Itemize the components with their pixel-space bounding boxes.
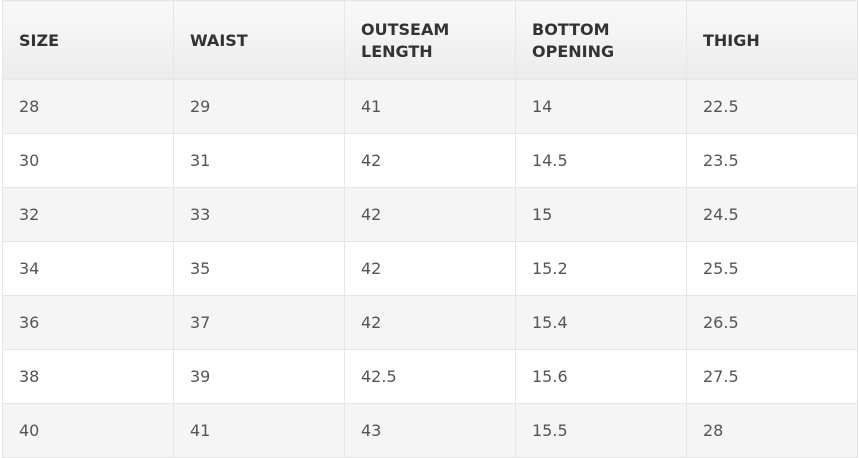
header-label: THIGH	[703, 31, 760, 50]
table-cell: 42	[344, 187, 516, 242]
table-cell: 15.4	[515, 295, 687, 350]
header-cell: SIZE	[2, 0, 174, 80]
table-cell: 28	[686, 403, 858, 458]
header-label: SIZE	[19, 31, 60, 50]
table-cell: 41	[344, 79, 516, 134]
header-cell: OUTSEAM LENGTH	[344, 0, 516, 80]
table-cell: 39	[173, 349, 345, 404]
table-cell: 36	[2, 295, 174, 350]
table-cell: 41	[173, 403, 345, 458]
table-cell: 14.5	[515, 133, 687, 188]
table-cell: 15.2	[515, 241, 687, 296]
table-cell: 14	[515, 79, 687, 134]
table-cell: 24.5	[686, 187, 858, 242]
table-cell: 42	[344, 241, 516, 296]
header-label: WAIST	[190, 31, 248, 50]
header-cell: BOTTOM OPENING	[515, 0, 687, 80]
table-cell: 42	[344, 133, 516, 188]
table-cell: 42	[344, 295, 516, 350]
table-cell: 40	[2, 403, 174, 458]
table-row: 38 39 42.5 15.6 27.5	[2, 349, 858, 404]
table-row: 30 31 42 14.5 23.5	[2, 133, 858, 188]
table-header: SIZE WAIST OUTSEAM LENGTH BOTTOM OPENING THI…	[2, 0, 858, 80]
header-label: OUTSEAM LENGTH	[361, 20, 450, 61]
table-cell: 25.5	[686, 241, 858, 296]
table-cell: 23.5	[686, 133, 858, 188]
table-row: 36 37 42 15.4 26.5	[2, 295, 858, 350]
table-cell: 27.5	[686, 349, 858, 404]
table-cell: 35	[173, 241, 345, 296]
table-cell: 29	[173, 79, 345, 134]
table-cell: 31	[173, 133, 345, 188]
header-row: SIZE WAIST OUTSEAM LENGTH BOTTOM OPENING THI…	[2, 0, 858, 80]
table-row: 40 41 43 15.5 28	[2, 403, 858, 458]
table-row: 34 35 42 15.2 25.5	[2, 241, 858, 296]
table-row: 32 33 42 15 24.5	[2, 187, 858, 242]
table-cell: 38	[2, 349, 174, 404]
table-cell: 32	[2, 187, 174, 242]
table-cell: 34	[2, 241, 174, 296]
header-label: BOTTOM OPENING	[532, 20, 615, 61]
table-cell: 33	[173, 187, 345, 242]
header-cell: WAIST	[173, 0, 345, 80]
table-body: 28 29 41 14 22.5 30 31 42 14.5 23.5 32 33 42 15 24.5 34…	[2, 79, 858, 458]
table-row: 28 29 41 14 22.5	[2, 79, 858, 134]
table-cell: 30	[2, 133, 174, 188]
table-cell: 43	[344, 403, 516, 458]
table-cell: 15	[515, 187, 687, 242]
header-cell: THIGH	[686, 0, 858, 80]
table-cell: 15.5	[515, 403, 687, 458]
table-cell: 42.5	[344, 349, 516, 404]
table-cell: 37	[173, 295, 345, 350]
table-cell: 22.5	[686, 79, 858, 134]
table-cell: 28	[2, 79, 174, 134]
table-cell: 15.6	[515, 349, 687, 404]
table-cell: 26.5	[686, 295, 858, 350]
